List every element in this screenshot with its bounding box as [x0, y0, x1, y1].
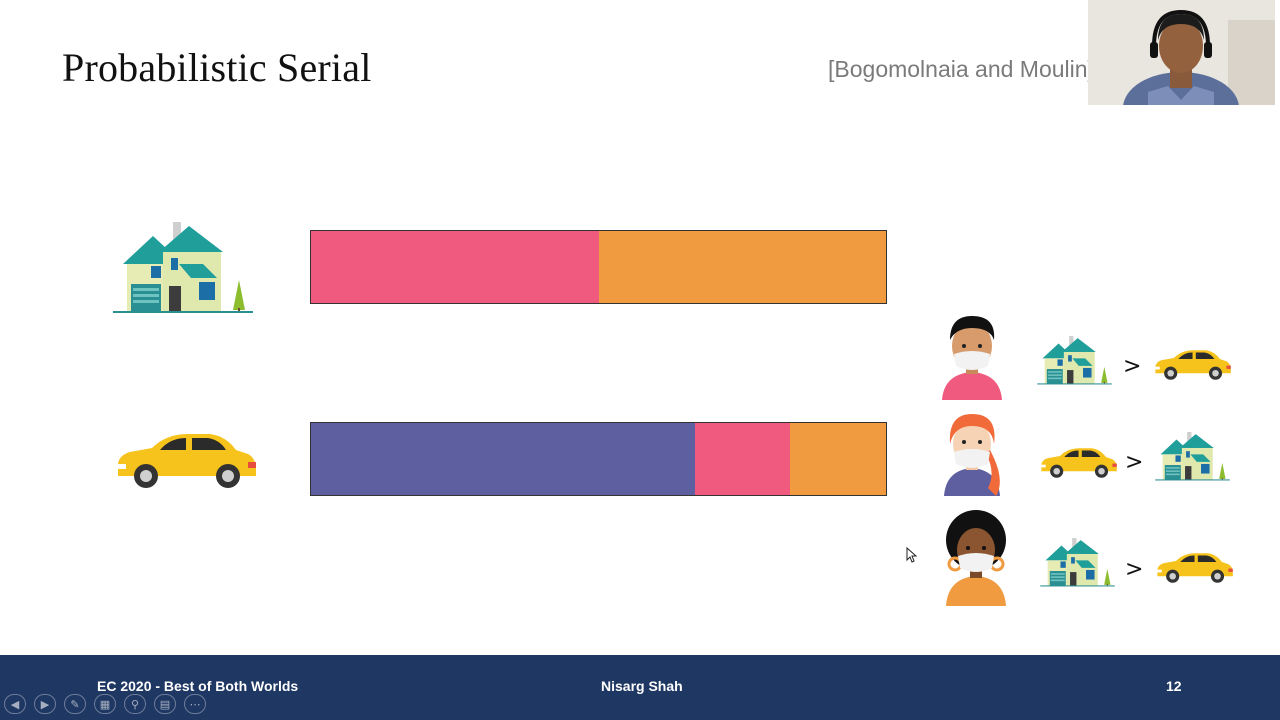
car-allocation-bar: [310, 422, 887, 496]
footer-presenter: Nisarg Shah: [601, 678, 683, 694]
presenter-video: [1088, 0, 1275, 105]
pref-3-car-icon: [1153, 551, 1235, 584]
car-segment-agent-2: [311, 423, 695, 495]
car-segment-agent-3: [790, 423, 886, 495]
pref-3-greater-than: >: [1125, 557, 1144, 582]
pref-2-car-icon: [1037, 446, 1119, 479]
pref-1-greater-than: >: [1123, 354, 1142, 379]
next-icon[interactable]: ▶: [34, 694, 56, 714]
car-icon: [110, 430, 260, 490]
prev-icon[interactable]: ◀: [4, 694, 26, 714]
house-segment-agent-1: [311, 231, 599, 303]
mouse-cursor-icon: [906, 547, 918, 563]
pen-icon[interactable]: ✎: [64, 694, 86, 714]
agent-3-avatar: [946, 510, 1006, 606]
pref-2-greater-than: >: [1125, 450, 1144, 475]
car-segment-agent-1: [694, 423, 791, 495]
presenter-controls: ◀ ▶ ✎ ▦ ⚲ ▤ ⋯: [4, 694, 206, 714]
house-icon: [113, 222, 253, 314]
pref-1-car-icon: [1151, 348, 1233, 381]
zoom-icon[interactable]: ⚲: [124, 694, 146, 714]
slide-footer: EC 2020 - Best of Both Worlds Nisarg Sha…: [0, 655, 1280, 720]
agent-2-avatar: [944, 414, 1000, 496]
more-icon[interactable]: ⋯: [184, 694, 206, 714]
agent-1-avatar: [942, 316, 1002, 400]
slides-icon[interactable]: ▦: [94, 694, 116, 714]
footer-page-number: 12: [1166, 678, 1182, 694]
pref-1-house-icon: [1037, 336, 1112, 385]
footer-conference: EC 2020 - Best of Both Worlds: [97, 678, 299, 694]
slide-title: Probabilistic Serial: [62, 45, 372, 90]
house-segment-agent-3: [598, 231, 886, 303]
citation: [Bogomolnaia and Moulin]: [828, 56, 1088, 82]
house-allocation-bar: [310, 230, 887, 304]
pref-3-house-icon: [1040, 538, 1115, 587]
subtitles-icon[interactable]: ▤: [154, 694, 176, 714]
pref-2-house-icon: [1155, 432, 1230, 481]
